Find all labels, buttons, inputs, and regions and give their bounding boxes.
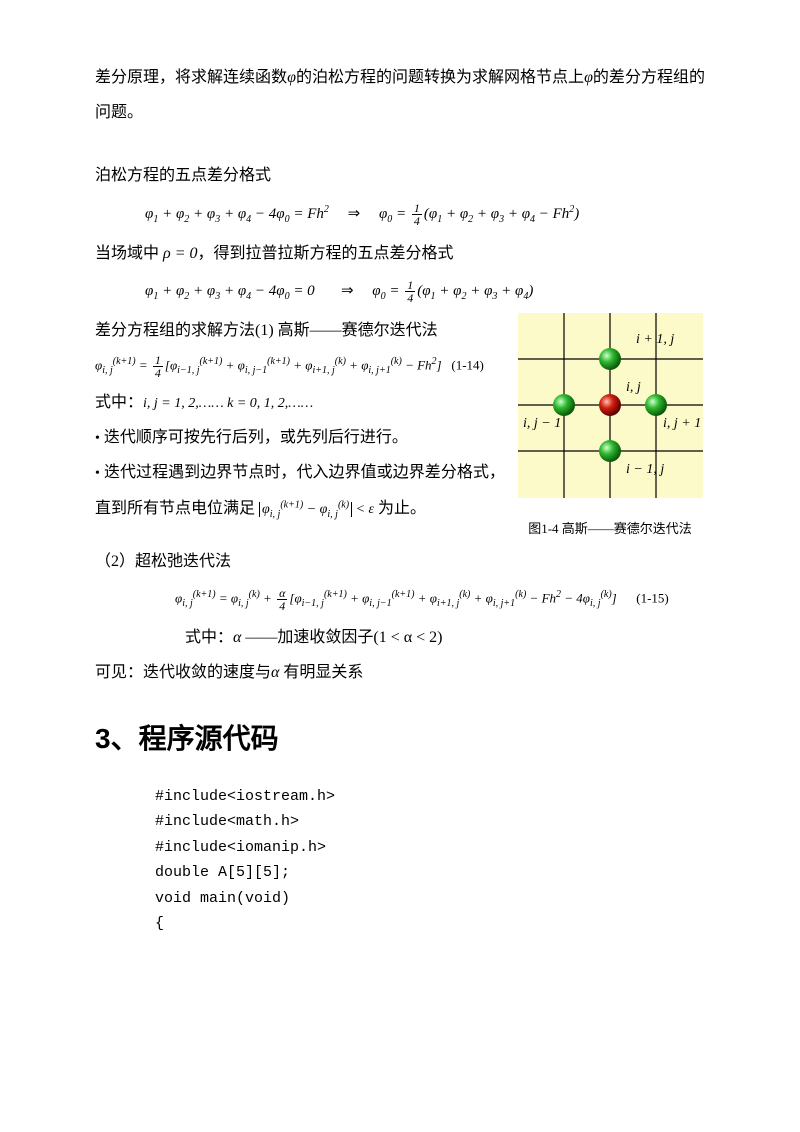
gauss-title: 差分方程组的求解方法(1) 高斯——赛德尔迭代法: [95, 313, 505, 348]
label-center: i, j: [626, 380, 641, 395]
bullet-dot-icon: •: [95, 431, 100, 446]
intro-text-2: 的泊松方程的问题转换为求解网格节点上: [296, 69, 584, 86]
label-top: i + 1, j: [636, 332, 674, 347]
equation-1-14: φi, j(k+1) = 14[φi−1, j(k+1) + φi, j−1(k…: [95, 354, 505, 379]
heading-source-code: 3、程序源代码: [95, 708, 705, 770]
eq-number: (1-14): [451, 357, 484, 372]
sor-where-text: ——加速收敛因子(1 < α < 2): [241, 629, 442, 646]
label-right: i, j + 1: [663, 416, 701, 431]
bullet-2: •迭代过程遇到边界节点时，代入边界值或边界差分格式，直到所有节点电位满足 φi,…: [95, 455, 505, 525]
laplace-text-a: 当场域中: [95, 245, 159, 262]
poisson-title: 泊松方程的五点差分格式: [95, 158, 705, 193]
epsilon-cond: < ε: [352, 502, 374, 517]
conclusion-b: 有明显关系: [279, 664, 363, 681]
equation-1-15: φi, j(k+1) = φi, j(k) + α4[φi−1, j(k+1) …: [95, 587, 705, 612]
where-line: 式中：i, j = 1, 2,…… k = 0, 1, 2,……: [95, 385, 505, 420]
sor-title: （2）超松弛迭代法: [95, 544, 705, 579]
arrow-symbol: ⇒: [348, 206, 361, 222]
figure-column: i + 1, j i, j i, j − 1 i, j + 1 i − 1, j…: [515, 313, 705, 544]
gauss-seidel-diagram: i + 1, j i, j i, j − 1 i, j + 1 i − 1, j: [518, 313, 703, 498]
bullet-1: • 迭代顺序可按先行后列，或先列后行进行。: [95, 420, 505, 455]
sor-conclusion: 可见：迭代收敛的速度与α 有明显关系: [95, 655, 705, 690]
label-bottom: i − 1, j: [626, 462, 664, 477]
label-left: i, j − 1: [523, 416, 561, 431]
intro-text-1: 差分原理，将求解连续函数: [95, 69, 287, 86]
gauss-seidel-section: 差分方程组的求解方法(1) 高斯——赛德尔迭代法 φi, j(k+1) = 14…: [95, 313, 705, 544]
sor-where-label: 式中：: [185, 629, 233, 646]
bullet-2-text-b: 为止。: [374, 500, 426, 517]
laplace-intro: 当场域中 ρ = 0，得到拉普拉斯方程的五点差分格式: [95, 236, 705, 271]
where-label: 式中：: [95, 394, 143, 411]
figure-caption: 图1-4 高斯——赛德尔迭代法: [515, 515, 705, 544]
phi-symbol: φ: [584, 69, 593, 86]
bullet-1-text: 迭代顺序可按先行后列，或先列后行进行。: [104, 429, 408, 446]
conclusion-a: 可见：迭代收敛的速度与: [95, 664, 271, 681]
arrow-symbol: ⇒: [341, 283, 354, 299]
equation-poisson: φ1 + φ2 + φ3 + φ4 − 4φ0 = Fh2 ⇒ φ0 = 14(…: [95, 202, 705, 228]
eq-number: (1-15): [636, 590, 669, 605]
rho-zero: ρ = 0: [163, 245, 197, 262]
where-math: i, j = 1, 2,…… k = 0, 1, 2,……: [143, 396, 313, 411]
page-content: 差分原理，将求解连续函数φ的泊松方程的问题转换为求解网格节点上φ的差分方程组的问…: [0, 0, 800, 977]
code-listing: #include<iostream.h> #include<math.h> #i…: [95, 784, 705, 937]
bullet-dot-icon: •: [95, 466, 100, 481]
phi-symbol: φ: [287, 69, 296, 86]
equation-laplace: φ1 + φ2 + φ3 + φ4 − 4φ0 = 0 ⇒ φ0 = 14(φ1…: [95, 279, 705, 305]
section-poisson: 泊松方程的五点差分格式 φ1 + φ2 + φ3 + φ4 − 4φ0 = Fh…: [95, 158, 705, 304]
gauss-left-column: 差分方程组的求解方法(1) 高斯——赛德尔迭代法 φi, j(k+1) = 14…: [95, 313, 505, 526]
sor-where: 式中：α ——加速收敛因子(1 < α < 2): [95, 620, 705, 655]
laplace-text-b: ，得到拉普拉斯方程的五点差分格式: [198, 245, 454, 262]
intro-paragraph: 差分原理，将求解连续函数φ的泊松方程的问题转换为求解网格节点上φ的差分方程组的问…: [95, 60, 705, 130]
sor-section: （2）超松弛迭代法 φi, j(k+1) = φi, j(k) + α4[φi−…: [95, 544, 705, 691]
